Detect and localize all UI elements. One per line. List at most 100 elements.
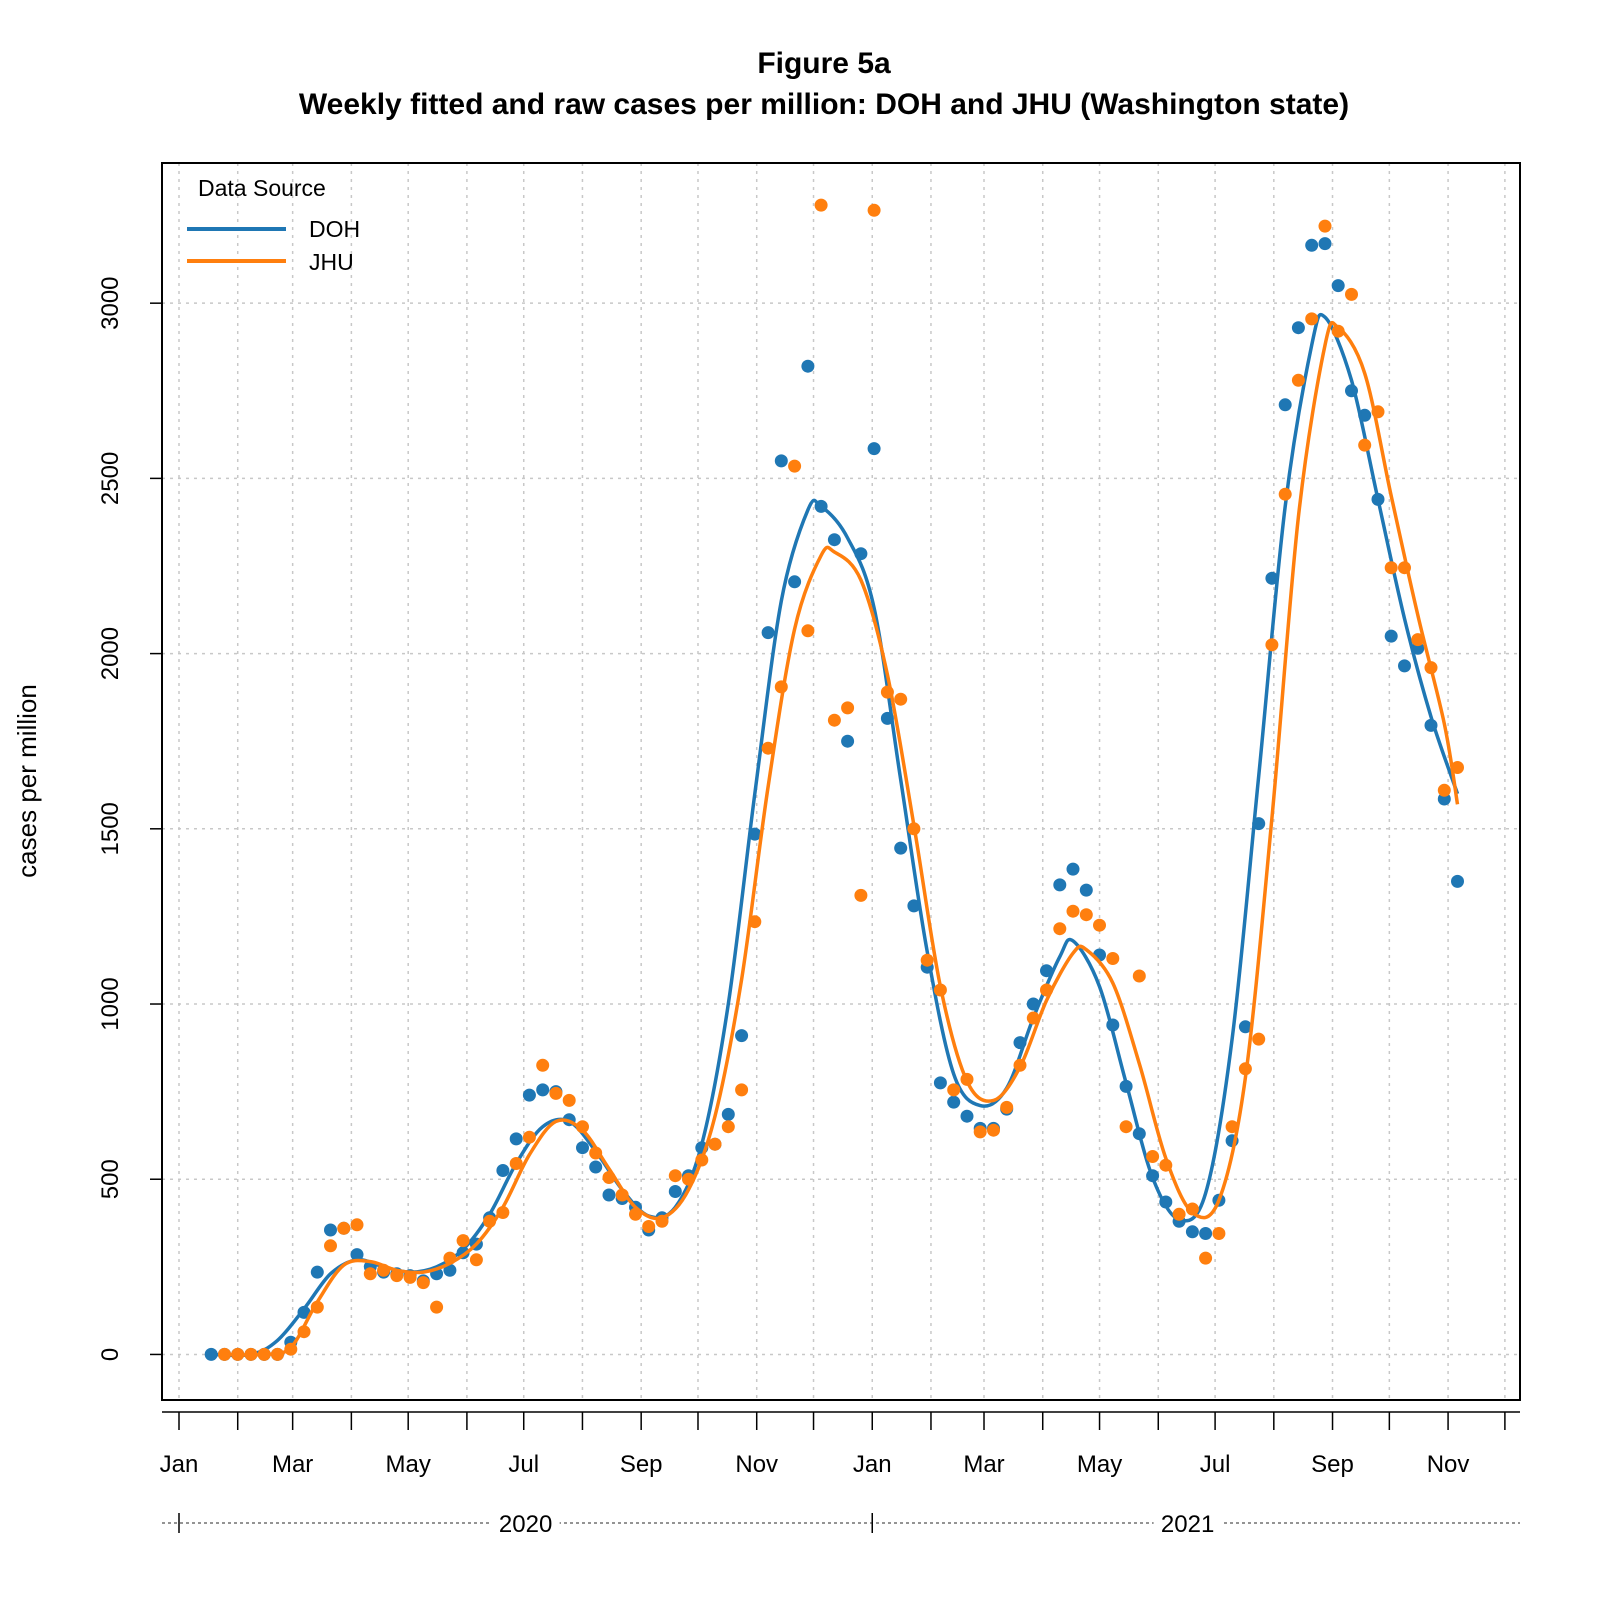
point-jhu [363, 1267, 377, 1281]
point-doh [324, 1223, 337, 1237]
y-tick-label: 2500 [97, 452, 124, 505]
x-tick-label: May [386, 1451, 431, 1478]
point-jhu [1291, 373, 1305, 387]
x-tick-label: Jul [508, 1451, 539, 1478]
fitted-line-doh [211, 312, 1460, 1358]
point-jhu [1212, 1227, 1226, 1240]
chart-subtitle: Weekly fitted and raw cases per million:… [299, 88, 1349, 121]
point-doh [1066, 862, 1080, 876]
point-doh [576, 1141, 589, 1155]
point-jhu [947, 1083, 961, 1097]
point-doh [443, 1263, 457, 1277]
point-jhu [1146, 1150, 1160, 1163]
year-label: 2021 [1161, 1511, 1214, 1538]
point-jhu [1185, 1202, 1199, 1216]
point-jhu [1053, 922, 1067, 936]
point-doh [801, 359, 815, 373]
point-jhu [1132, 969, 1146, 983]
x-tick-label: Jan [160, 1451, 199, 1478]
point-doh [536, 1083, 550, 1097]
series-jhu [218, 198, 1464, 1361]
point-jhu [1384, 561, 1398, 575]
legend-title: Data Source [198, 175, 326, 201]
x-tick-label: May [1077, 1451, 1122, 1478]
point-doh [1265, 571, 1279, 585]
point-doh [1291, 321, 1305, 335]
x-tick-label: Jul [1200, 1451, 1231, 1478]
y-tick-label: 500 [97, 1159, 124, 1199]
point-doh [1318, 237, 1332, 251]
point-jhu [1199, 1251, 1213, 1265]
point-jhu [761, 741, 775, 755]
point-doh [721, 1107, 735, 1121]
point-jhu [1331, 324, 1345, 338]
point-doh [1278, 398, 1292, 412]
point-doh [867, 442, 881, 456]
point-jhu [1265, 638, 1279, 652]
point-jhu [1305, 312, 1319, 326]
point-jhu [536, 1058, 550, 1072]
point-doh [1451, 874, 1464, 888]
point-doh [1398, 659, 1411, 673]
y-tick-label: 2000 [97, 627, 124, 680]
point-doh [310, 1265, 324, 1279]
point-jhu [1172, 1207, 1186, 1221]
point-jhu [416, 1276, 430, 1290]
point-jhu [456, 1234, 470, 1248]
point-doh [1238, 1020, 1252, 1034]
x-tick-label: Jan [853, 1451, 892, 1478]
point-doh [947, 1095, 961, 1109]
point-doh [894, 841, 908, 855]
point-jhu [973, 1125, 987, 1139]
point-jhu [1252, 1032, 1266, 1046]
point-doh [350, 1248, 364, 1262]
point-jhu [721, 1120, 735, 1134]
point-jhu [814, 198, 828, 212]
point-doh [1053, 878, 1067, 892]
point-doh [602, 1188, 616, 1202]
point-doh [827, 533, 841, 547]
point-doh [668, 1185, 682, 1198]
point-doh [522, 1088, 536, 1102]
x-tick-label: Sep [620, 1451, 663, 1478]
point-jhu [576, 1120, 589, 1134]
point-doh [1185, 1225, 1199, 1239]
point-jhu [562, 1093, 576, 1107]
point-jhu [509, 1157, 523, 1170]
x-axis: Jan Mar May Jul Sep Nov Jan Mar May Jul Sep Nov 2020… [160, 1411, 1520, 1538]
point-jhu [827, 713, 841, 727]
point-jhu [1278, 487, 1292, 501]
legend-label-jhu: JHU [309, 249, 354, 275]
point-doh [509, 1132, 523, 1146]
x-tick-label: Mar [963, 1451, 1004, 1478]
point-jhu [841, 701, 855, 715]
point-jhu [522, 1130, 536, 1144]
point-jhu [788, 459, 802, 473]
point-jhu [1358, 438, 1372, 452]
y-axis-label: cases per million [12, 684, 42, 878]
chart-title: Figure 5a [757, 47, 891, 80]
point-jhu [350, 1218, 364, 1232]
point-jhu [854, 888, 868, 902]
point-doh [1199, 1227, 1213, 1240]
point-jhu [1000, 1100, 1014, 1114]
y-tick-label: 3000 [97, 276, 124, 329]
legend: Data Source DOH JHU [187, 175, 360, 275]
legend-label-doh: DOH [309, 216, 360, 242]
point-jhu [1345, 287, 1358, 301]
point-jhu [1106, 952, 1120, 965]
point-doh [788, 575, 802, 589]
fitted-line-jhu [224, 321, 1460, 1357]
point-jhu [549, 1086, 563, 1100]
point-doh [907, 899, 921, 913]
point-doh [1331, 279, 1345, 293]
point-jhu [867, 203, 881, 217]
point-jhu [1437, 783, 1451, 797]
plot-frame [161, 162, 1521, 1401]
point-jhu [337, 1221, 351, 1235]
y-tick-label: 0 [97, 1348, 124, 1361]
point-doh [761, 626, 775, 640]
point-jhu [708, 1137, 722, 1151]
y-axis: 0 500 1000 1500 2000 2500 3000 [97, 276, 162, 1361]
